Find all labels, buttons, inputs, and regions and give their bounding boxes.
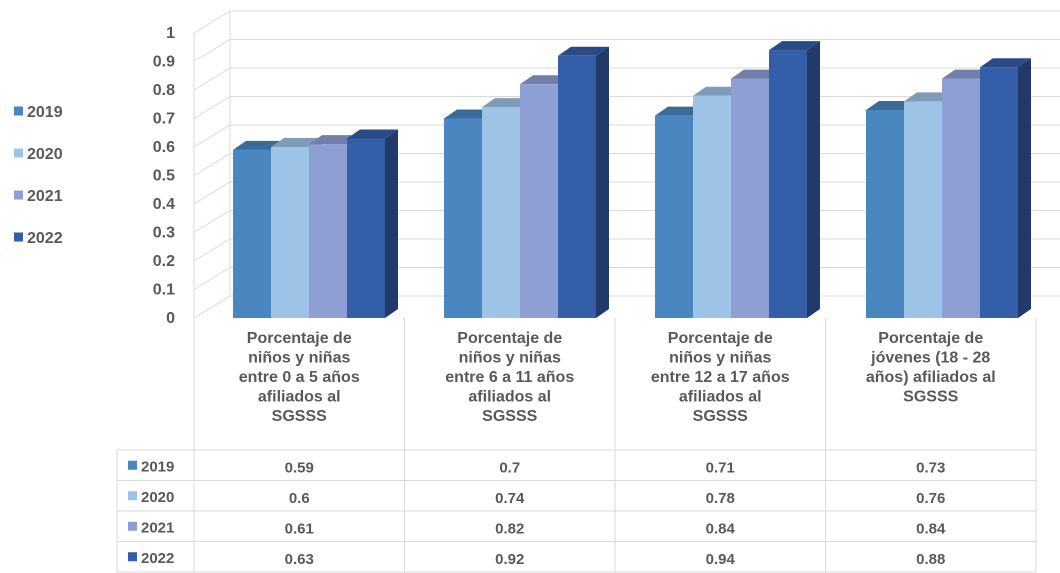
bar-side [596,46,609,319]
y-tick-label: 0 [166,310,175,327]
table-legend-key [128,521,137,531]
bar-front [866,109,904,318]
data-label: 0.88 [916,551,945,568]
y-tick-label: 1 [166,25,175,42]
bar-front [233,149,271,318]
y-tick-label: 0.4 [153,196,175,213]
table-row-label: 2022 [141,550,174,567]
category-labels: Porcentaje de niños y niñas entre 0 a 5 añ… [239,330,996,425]
table-legend-key [128,552,137,562]
bar-front [904,101,942,319]
bar-top [558,46,609,56]
legend-label: 2020 [27,146,63,163]
legend: 2019 2020 2021 2022 [14,104,63,247]
bar-front [693,95,731,318]
y-tick-label: 0.9 [153,54,175,71]
data-label: 0.82 [495,520,524,537]
data-label: 0.78 [706,490,735,507]
legend-key [14,232,23,242]
data-label: 0.73 [916,459,945,476]
gridlines [193,10,1060,319]
data-label: 0.94 [706,551,736,568]
bar-front [309,144,347,318]
data-label: 0.84 [916,520,946,537]
bar-front [769,50,807,318]
category-label: Porcentaje de niños y niñas entre 0 a 5 añ… [239,330,360,425]
bar-front [980,67,1018,318]
legend-item-2022: 2022 [14,230,63,247]
data-label: 0.71 [706,459,735,476]
bar-front [347,138,385,318]
category-label: Porcentaje de niños y niñas entre 6 a 11 a… [445,330,574,425]
data-label: 0.76 [916,490,945,507]
bar-top [980,58,1031,68]
bar-2022-cat3 [769,41,820,318]
y-tick-label: 0.3 [153,225,175,242]
data-label: 0.74 [495,490,525,507]
bar-front [558,55,596,319]
bar-front [655,115,693,319]
table-row-label: 2021 [141,519,174,536]
bar-side [1018,58,1031,318]
bar-front [731,78,769,318]
bar-front [942,78,980,318]
table-row-label: 2020 [141,489,174,506]
table-row-label: 2019 [141,458,174,475]
bar-front [520,84,558,318]
table-legend-key [128,460,137,470]
bars [233,41,1031,319]
bar-side [807,41,820,318]
category-label: Porcentaje de jóvenes (18 - 28 años) afili… [866,330,996,406]
data-table: 2019 0.59 0.7 0.71 0.73 2020 0.6 0.74 0.78 0.76 20… [116,318,1037,573]
bar-front [482,107,520,318]
y-tick-label: 0.6 [153,139,175,156]
category-label: Porcentaje de niños y niñas entre 12 a 17 … [651,330,790,425]
data-label: 0.61 [285,520,314,537]
legend-item-2021: 2021 [14,188,63,205]
bar-2022-cat4 [980,58,1031,318]
table-legend-key [128,491,137,501]
y-tick-label: 0.8 [153,82,175,99]
legend-label: 2022 [27,230,63,247]
data-label: 0.63 [285,551,314,568]
bar-2022-cat1 [347,129,398,318]
data-label: 0.59 [285,459,314,476]
legend-item-2020: 2020 [14,146,63,163]
y-tick-label: 0.1 [153,282,175,299]
legend-label: 2021 [27,188,63,205]
legend-key [14,148,23,158]
bar-front [271,147,309,318]
bar-top [347,129,398,139]
gridline [193,10,1060,34]
bar-top [769,41,820,51]
data-label: 0.84 [706,520,736,537]
bar-front [444,118,482,318]
bar-side [385,129,398,318]
data-label: 0.6 [289,490,310,507]
y-tick-label: 0.5 [153,168,175,185]
bar-2022-cat2 [558,46,609,319]
legend-key [14,106,23,116]
data-label: 0.92 [495,551,524,568]
legend-label: 2019 [27,104,63,121]
y-tick-label: 0.2 [153,253,175,270]
legend-key [14,190,23,200]
legend-item-2019: 2019 [14,104,63,121]
gridline [193,39,1060,62]
y-axis: 0 0.1 0.2 0.3 0.4 0.5 0.6 0.7 0.8 0.9 1 [153,25,175,327]
data-label: 0.7 [499,459,520,476]
gridline [193,67,1060,91]
y-tick-label: 0.7 [153,111,175,128]
